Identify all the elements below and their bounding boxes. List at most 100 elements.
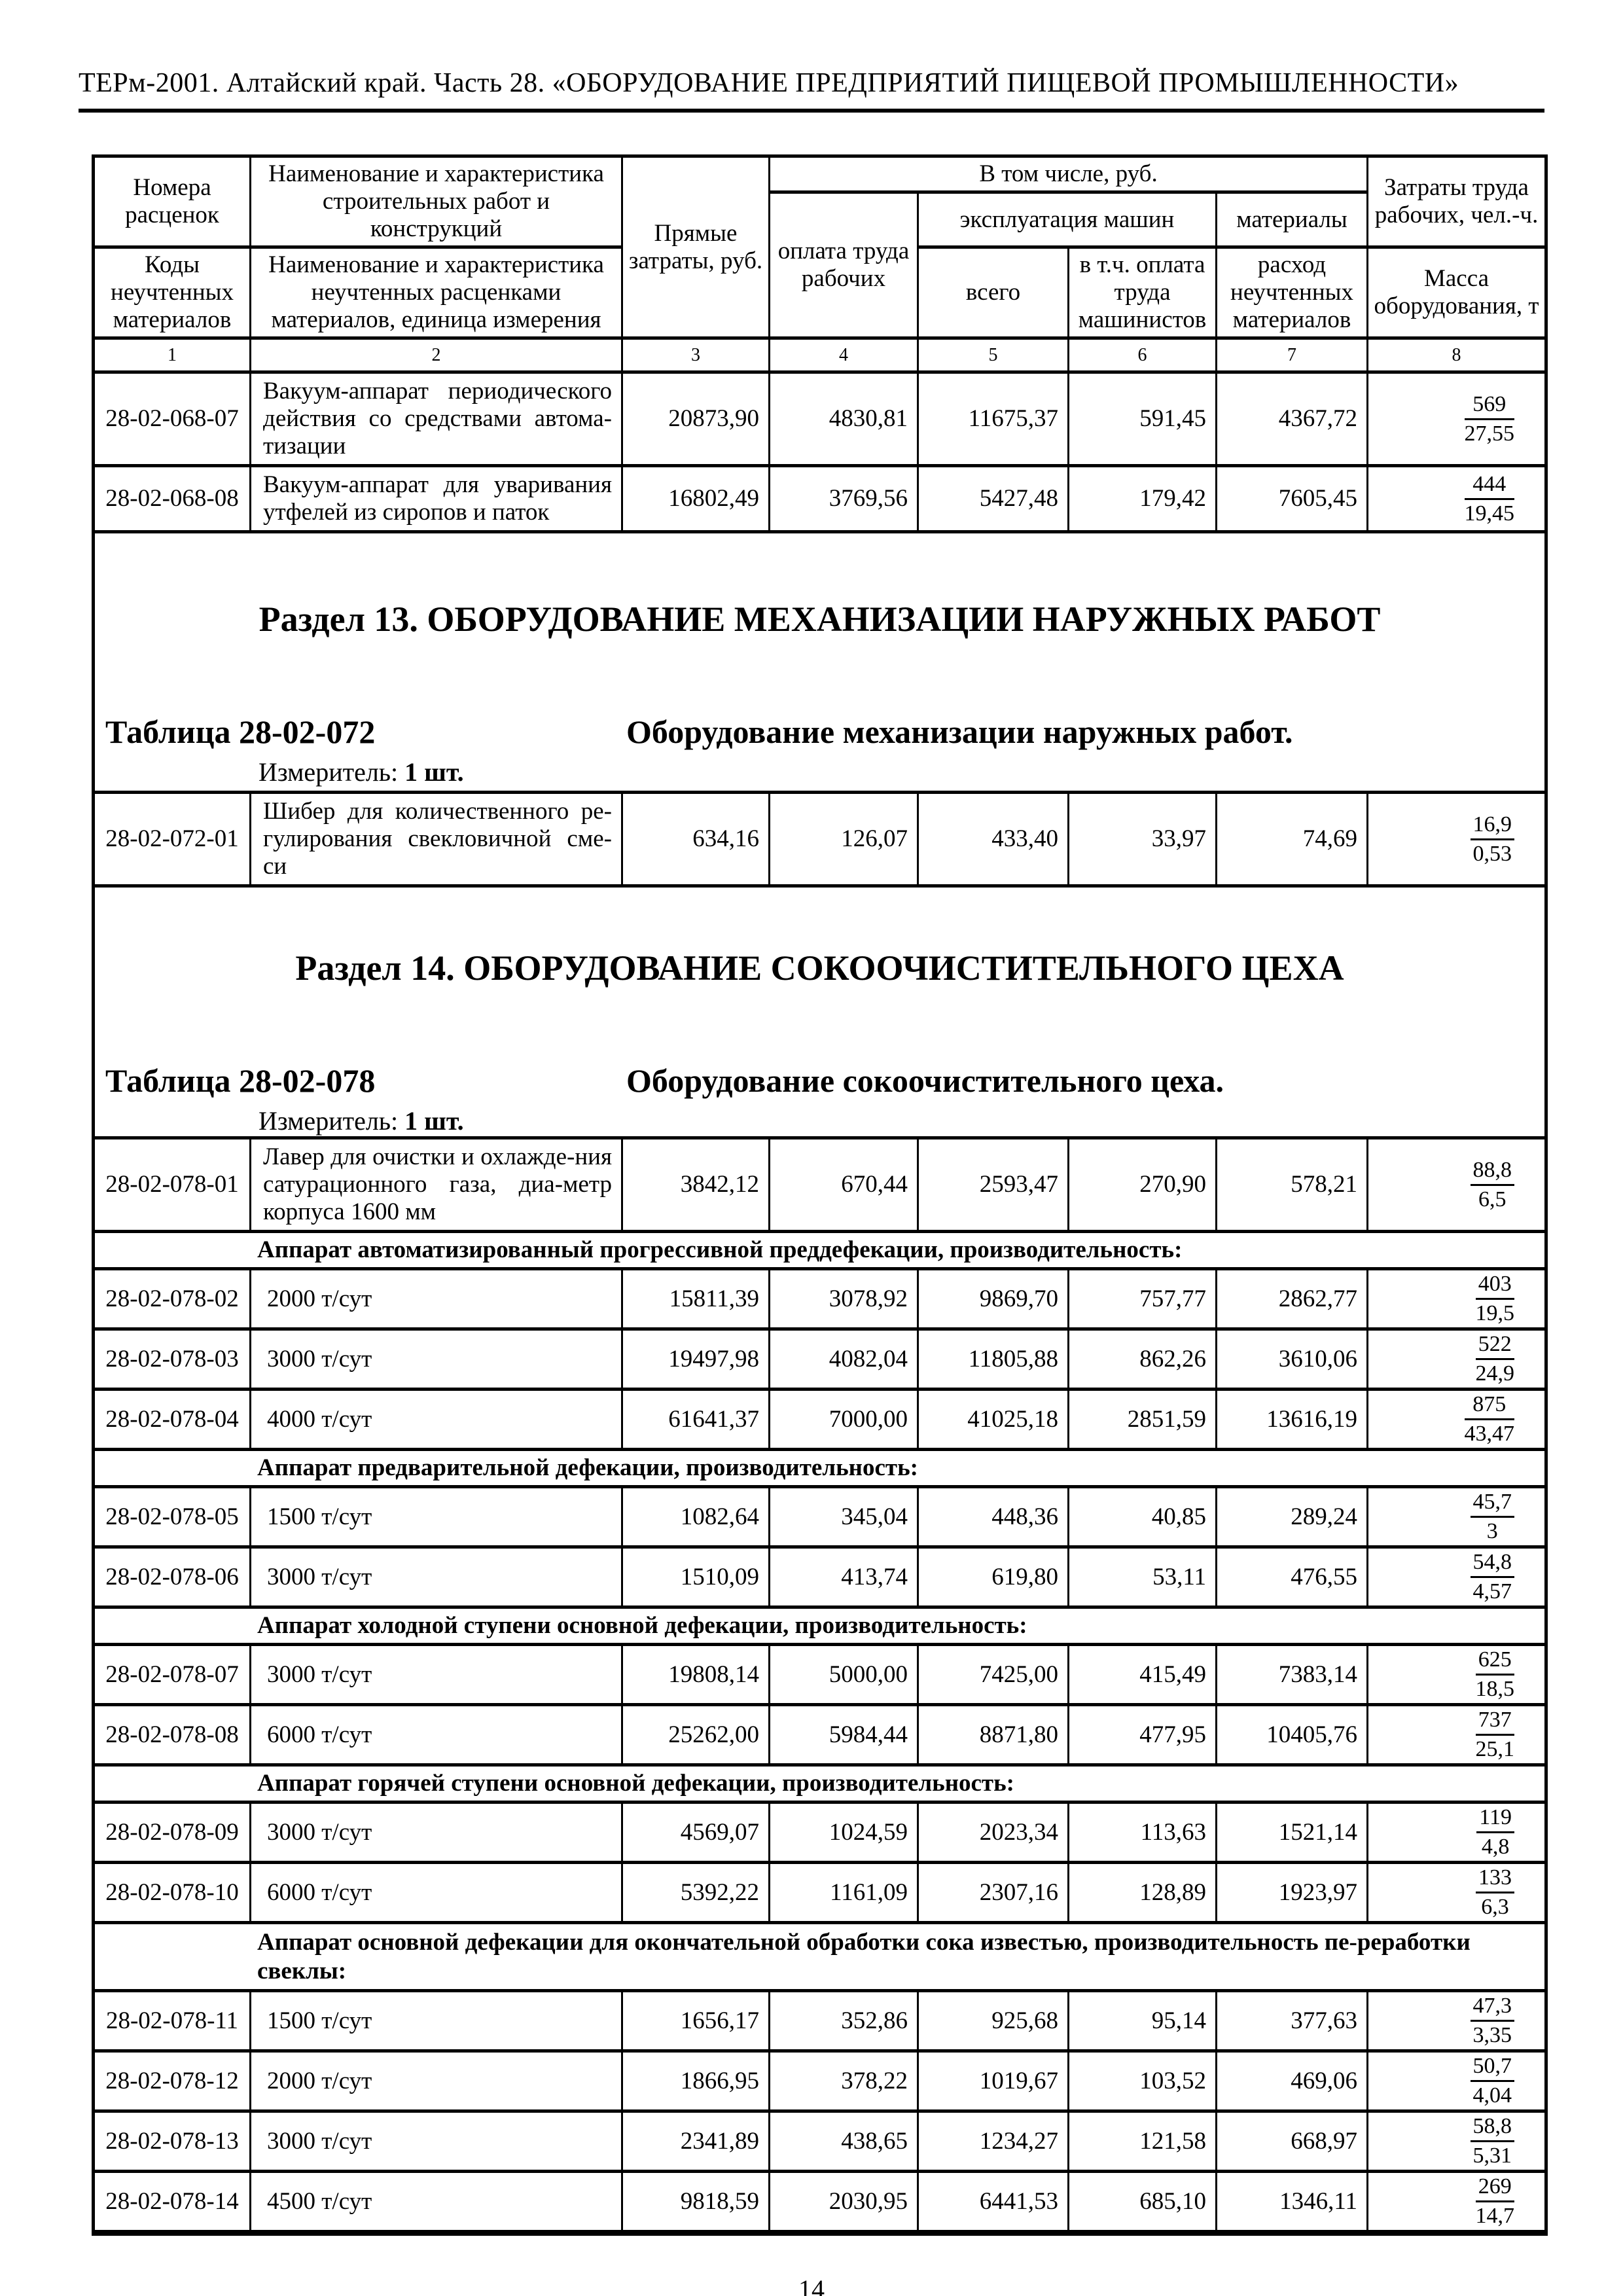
rate-code: 28-02-068-08 xyxy=(92,464,251,533)
direct-costs-value: 1510,09 xyxy=(621,1545,770,1609)
rates-table: Номера расценок Наименование и характери… xyxy=(92,154,1548,2236)
workers-pay-value: 2030,95 xyxy=(768,2170,919,2234)
rate-row: 28-02-078-04 4000 т/сут 61641,37 7000,00… xyxy=(92,1388,1548,1451)
materials-consumption-value: 668,97 xyxy=(1215,2109,1369,2173)
rate-code: 28-02-078-09 xyxy=(92,1801,251,1864)
machinists-pay-value: 53,11 xyxy=(1067,1545,1217,1609)
equipment-mass-value: 27,55 xyxy=(1464,421,1515,446)
labor-hours-value: 50,7 xyxy=(1470,2053,1515,2082)
equipment-mass-value: 0,53 xyxy=(1472,841,1512,866)
direct-costs-value: 4569,07 xyxy=(621,1801,770,1864)
machinists-pay-value: 685,10 xyxy=(1067,2170,1217,2234)
machines-total-value: 619,80 xyxy=(917,1545,1069,1609)
rate-code: 28-02-078-11 xyxy=(92,1989,251,2053)
rate-code: 28-02-078-10 xyxy=(92,1861,251,1924)
labor-mass-fraction: 50,7 4,04 xyxy=(1470,2053,1515,2109)
group-subheader-text: Аппарат горячей ступени основной дефекац… xyxy=(92,1763,1548,1804)
group-subheader-row: Аппарат автоматизированный прогрессивной… xyxy=(92,1230,1548,1270)
labor-hours-mass-cell: 88,8 6,5 xyxy=(1366,1136,1548,1233)
labor-hours-mass-cell: 58,8 5,31 xyxy=(1366,2109,1548,2173)
machinists-pay-value: 103,52 xyxy=(1067,2049,1217,2113)
materials-consumption-value: 1923,97 xyxy=(1215,1861,1369,1924)
machinists-pay-value: 270,90 xyxy=(1067,1136,1217,1233)
machines-total-value: 1019,67 xyxy=(917,2049,1069,2113)
rate-description: 1500 т/сут xyxy=(249,1989,623,2053)
labor-mass-fraction: 444 19,45 xyxy=(1464,471,1515,527)
labor-hours-value: 875 xyxy=(1464,1391,1515,1420)
equipment-mass-value: 4,57 xyxy=(1472,1579,1512,1604)
labor-hours-value: 625 xyxy=(1475,1647,1515,1676)
rate-code: 28-02-078-03 xyxy=(92,1327,251,1391)
machinists-pay-value: 40,85 xyxy=(1067,1485,1217,1549)
col-header-including-group: В том числе, руб. xyxy=(768,154,1369,194)
workers-pay-value: 378,22 xyxy=(768,2049,919,2113)
table-title: Оборудование механизации наружных работ. xyxy=(626,713,1293,750)
rate-row: 28-02-078-12 2000 т/сут 1866,95 378,22 1… xyxy=(92,2049,1548,2113)
workers-pay-value: 4830,81 xyxy=(768,370,919,467)
col-header-rate-numbers: Номера расценок xyxy=(92,154,251,249)
document-header: ТЕРм-2001. Алтайский край. Часть 28. «ОБ… xyxy=(79,67,1544,99)
labor-mass-fraction: 269 14,7 xyxy=(1475,2174,1515,2229)
labor-mass-fraction: 569 27,55 xyxy=(1464,391,1515,447)
workers-pay-value: 3078,92 xyxy=(768,1267,919,1331)
machinists-pay-value: 862,26 xyxy=(1067,1327,1217,1391)
equipment-mass-value: 3,35 xyxy=(1472,2023,1512,2047)
machines-total-value: 41025,18 xyxy=(917,1388,1069,1451)
table-header-row-1: Номера расценок Наименование и характери… xyxy=(92,154,1548,340)
labor-hours-mass-cell: 444 19,45 xyxy=(1366,464,1548,533)
machines-total-value: 2023,34 xyxy=(917,1801,1069,1864)
column-number-4: 4 xyxy=(768,336,919,374)
materials-consumption-value: 2862,77 xyxy=(1215,1267,1369,1331)
labor-mass-fraction: 54,8 4,57 xyxy=(1470,1549,1515,1605)
equipment-mass-value: 6,3 xyxy=(1481,1895,1509,1919)
workers-pay-value: 4082,04 xyxy=(768,1327,919,1391)
labor-hours-value: 522 xyxy=(1475,1331,1515,1360)
rate-description: Вакуум-аппарат для уваривания утфелей из… xyxy=(249,464,623,533)
section-title: Раздел 14. ОБОРУДОВАНИЕ СОКООЧИСТИТЕЛЬНО… xyxy=(295,948,1344,988)
direct-costs-value: 20873,90 xyxy=(621,370,770,467)
group-subheader-row: Аппарат предварительной дефекации, произ… xyxy=(92,1448,1548,1488)
rate-description: Шибер для количественного ре-гулирования… xyxy=(249,791,623,888)
materials-consumption-value: 13616,19 xyxy=(1215,1388,1369,1451)
workers-pay-value: 352,86 xyxy=(768,1989,919,2053)
materials-consumption-value: 377,63 xyxy=(1215,1989,1369,2053)
page-number: 14 xyxy=(798,2274,825,2296)
col-header-equipment-mass: Масса оборудования, т xyxy=(1366,245,1548,340)
machines-total-value: 9869,70 xyxy=(917,1267,1069,1331)
rate-code: 28-02-078-05 xyxy=(92,1485,251,1549)
rate-code: 28-02-068-07 xyxy=(92,370,251,467)
direct-costs-value: 19808,14 xyxy=(621,1643,770,1706)
rate-row: 28-02-078-01 Лавер для очистки и охлажде… xyxy=(92,1136,1548,1233)
labor-hours-value: 54,8 xyxy=(1470,1549,1515,1578)
direct-costs-value: 2341,89 xyxy=(621,2109,770,2173)
col-header-materials-consumption: расход неучтенных материалов xyxy=(1215,245,1369,340)
materials-consumption-value: 578,21 xyxy=(1215,1136,1369,1233)
labor-mass-fraction: 875 43,47 xyxy=(1464,1391,1515,1447)
machinists-pay-value: 591,45 xyxy=(1067,370,1217,467)
labor-mass-fraction: 403 19,5 xyxy=(1475,1271,1515,1327)
direct-costs-value: 25262,00 xyxy=(621,1703,770,1767)
machines-total-value: 5427,48 xyxy=(917,464,1069,533)
section-title: Раздел 13. ОБОРУДОВАНИЕ МЕХАНИЗАЦИИ НАРУ… xyxy=(259,600,1381,639)
table-title-line: Таблица 28-02-078 Оборудование сокоочист… xyxy=(95,1062,1544,1100)
labor-mass-fraction: 133 6,3 xyxy=(1476,1865,1515,1920)
equipment-mass-value: 4,04 xyxy=(1472,2083,1512,2108)
section-gap-row: Раздел 13. ОБОРУДОВАНИЕ МЕХАНИЗАЦИИ НАРУ… xyxy=(92,530,1548,794)
rate-description: 3000 т/сут xyxy=(249,1327,623,1391)
equipment-mass-value: 24,9 xyxy=(1475,1361,1515,1386)
machines-total-value: 6441,53 xyxy=(917,2170,1069,2234)
workers-pay-value: 1024,59 xyxy=(768,1801,919,1864)
materials-consumption-value: 7605,45 xyxy=(1215,464,1369,533)
machines-total-value: 7425,00 xyxy=(917,1643,1069,1706)
table-header-row-2: оплата труда рабочих эксплуатация машин … xyxy=(94,190,1546,340)
group-subheader-row: Аппарат основной дефекации для окончател… xyxy=(92,1921,1548,1992)
labor-hours-value: 133 xyxy=(1476,1865,1515,1893)
machinists-pay-value: 95,14 xyxy=(1067,1989,1217,2053)
measurer-value: 1 шт. xyxy=(404,1106,464,1136)
labor-hours-value: 403 xyxy=(1475,1271,1515,1300)
workers-pay-value: 438,65 xyxy=(768,2109,919,2173)
machinists-pay-value: 128,89 xyxy=(1067,1861,1217,1924)
measurer-label: Измеритель: xyxy=(259,1106,399,1136)
equipment-mass-value: 4,8 xyxy=(1481,1835,1510,1859)
labor-hours-mass-cell: 133 6,3 xyxy=(1366,1861,1548,1924)
